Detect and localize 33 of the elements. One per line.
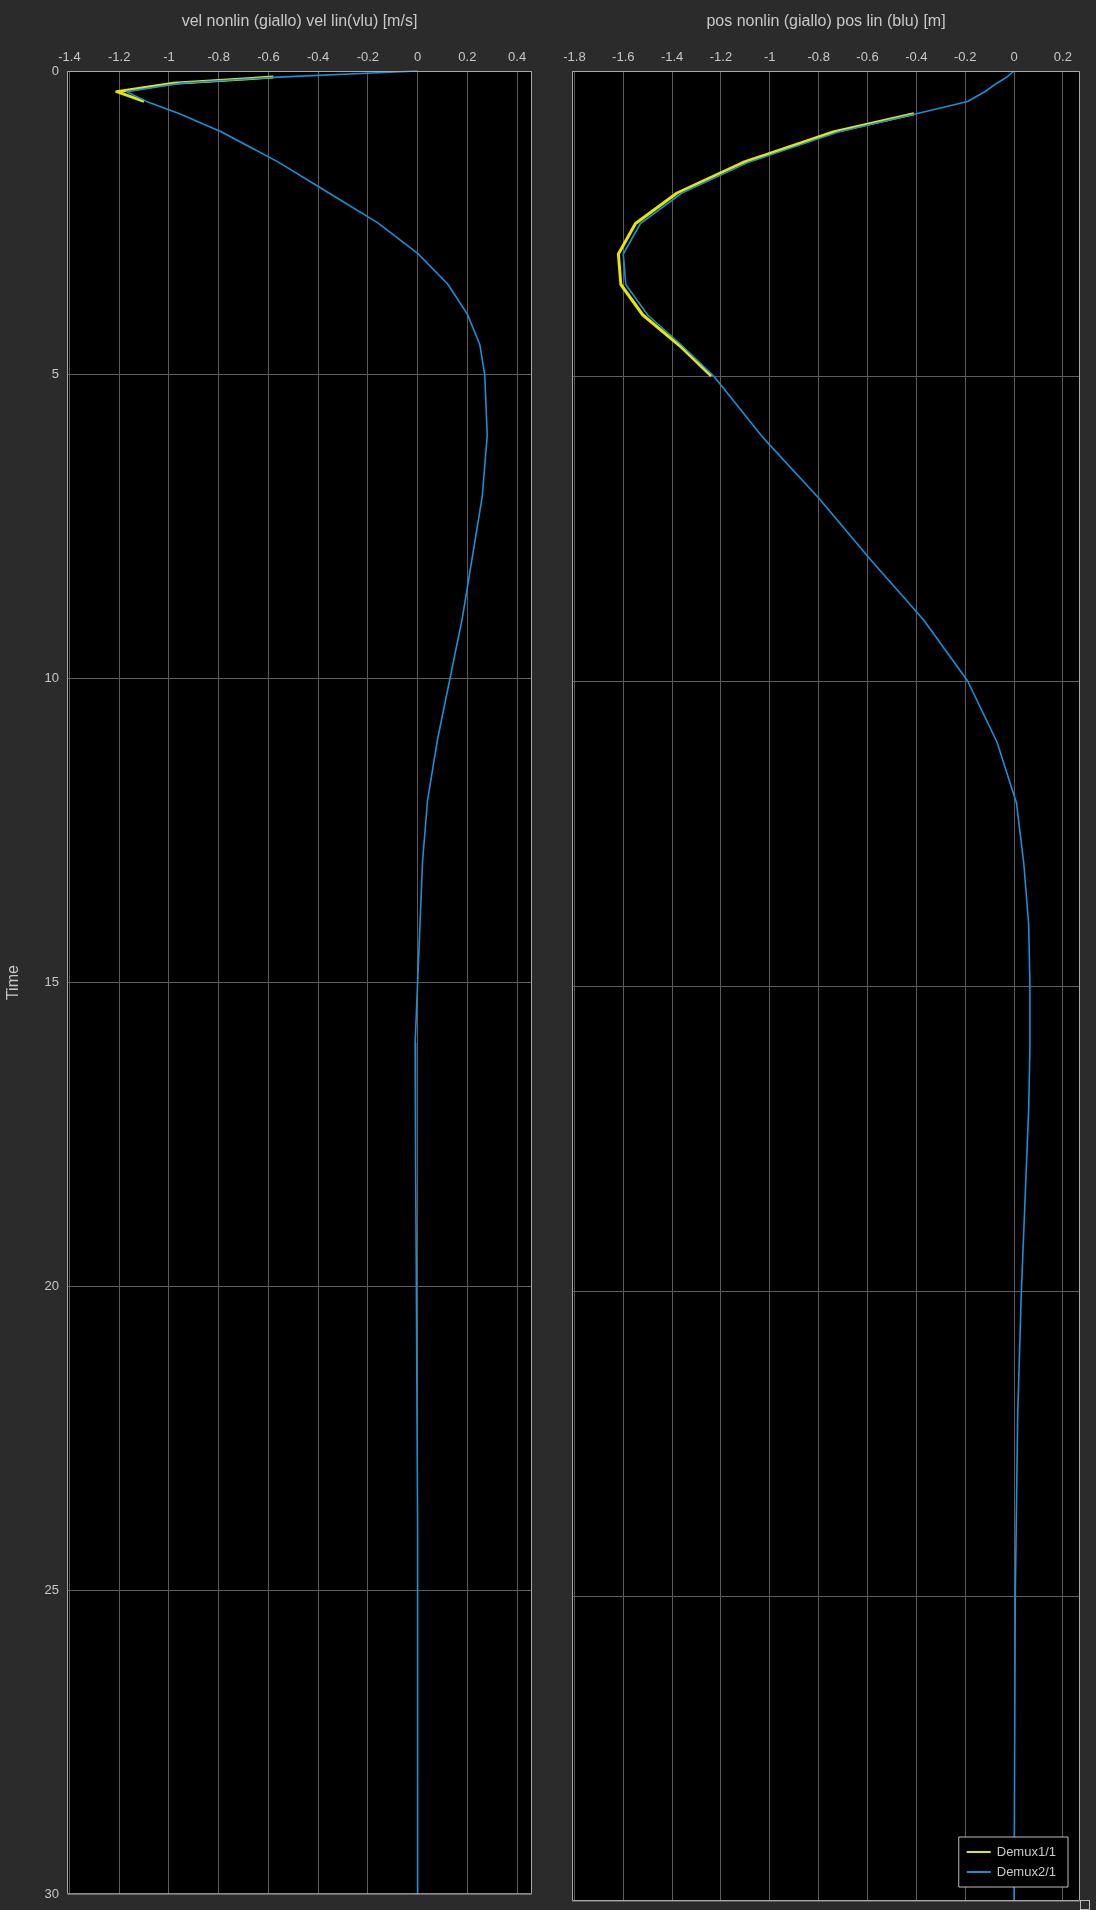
x-tick-label: -1.8 bbox=[563, 48, 586, 64]
y-tick-label: 25 bbox=[44, 1581, 59, 1597]
y-tick-label: 10 bbox=[44, 670, 59, 686]
y-tick-label: 5 bbox=[51, 366, 59, 382]
x-tick-label: -1 bbox=[163, 48, 175, 64]
legend-label: Demux1/1 bbox=[996, 1843, 1056, 1859]
legend-label: Demux2/1 bbox=[996, 1863, 1056, 1879]
x-tick-label: -0.8 bbox=[207, 48, 230, 64]
y-tick-label: 0 bbox=[51, 62, 59, 78]
y-tick-label: 30 bbox=[44, 1885, 59, 1901]
x-tick-label: -1.4 bbox=[58, 48, 81, 64]
x-tick-label: -0.2 bbox=[356, 48, 380, 64]
x-tick-label: -1.4 bbox=[660, 48, 684, 64]
y-tick-label: 15 bbox=[44, 974, 59, 990]
x-axis-title: pos nonlin (giallo) pos lin (blu) [m] bbox=[706, 12, 946, 30]
x-tick-label: -0.4 bbox=[905, 48, 928, 64]
x-tick-label: 0.2 bbox=[458, 48, 477, 64]
x-axis-title: vel nonlin (giallo) vel lin(vlu) [m/s] bbox=[181, 12, 418, 30]
y-axis-title: Time bbox=[4, 965, 22, 1001]
x-tick-label: 0.4 bbox=[508, 48, 527, 64]
x-tick-label: -0.8 bbox=[807, 48, 830, 64]
x-tick-label: 0.2 bbox=[1053, 48, 1072, 64]
x-tick-label: -0.2 bbox=[954, 48, 977, 64]
x-tick-label: -1.2 bbox=[108, 48, 131, 64]
x-tick-label: -0.4 bbox=[306, 48, 330, 64]
x-tick-label: 0 bbox=[1010, 48, 1018, 64]
x-tick-label: -0.6 bbox=[856, 48, 879, 64]
x-tick-label: -0.6 bbox=[257, 48, 280, 64]
x-tick-label: -1.2 bbox=[709, 48, 733, 64]
x-tick-label: 0 bbox=[414, 48, 422, 64]
x-tick-label: -1.6 bbox=[612, 48, 635, 64]
y-tick-label: 20 bbox=[44, 1278, 59, 1294]
x-tick-label: -1 bbox=[764, 48, 776, 64]
